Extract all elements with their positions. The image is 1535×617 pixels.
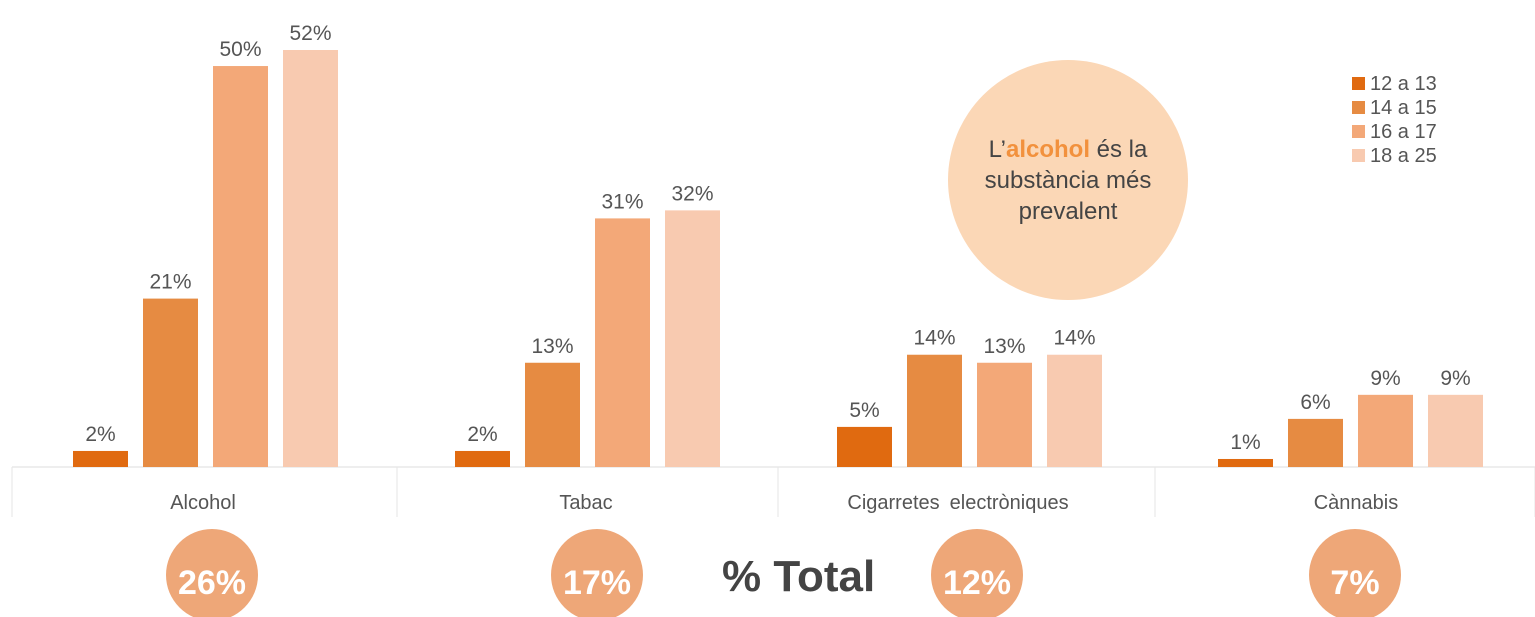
bar [837,426,892,467]
data-label: 50% [219,38,261,61]
bar [1218,458,1273,467]
category-label-part: Tabac [559,492,612,514]
category-label-part: Alcohol [170,492,236,514]
category-labels-group: Alcohol Tabac Cigarretes electròniques Cànna… [170,492,1398,514]
totals-group: 26% 17% 12% 7% [166,529,1401,617]
total-value: 7% [1330,564,1379,602]
data-label: 6% [1300,391,1330,414]
data-label: 14% [1053,327,1095,350]
data-label: 1% [1230,431,1260,454]
total-circle [1309,529,1401,617]
bars-group [73,50,1483,468]
callout-text: L’alcohol és la substància més prevalent [968,134,1168,227]
category-label: Alcohol [170,492,236,514]
data-label: 9% [1370,367,1400,390]
bar [1358,394,1413,467]
data-label: 13% [531,335,573,358]
callout-bubble: L’alcohol és la substància més prevalent [948,60,1188,300]
callout-highlight: alcohol [1005,135,1090,163]
bar [455,450,510,467]
category-label: Tabac [559,492,612,514]
category-label: Cigarretes electròniques [847,492,1068,514]
data-label: 2% [85,423,115,446]
bar [595,218,650,467]
value-labels-group: 2% 21% 50% 52% 2% 13% 31% 32% 5% 14% 13% 14% 1% 6% 9% 9… [85,22,1470,454]
legend-swatch [1352,77,1365,90]
bar [1428,394,1483,467]
data-label: 5% [849,399,879,422]
data-label: 31% [601,190,643,213]
bar [977,362,1032,467]
bar [525,362,580,467]
legend-label: 16 a 17 [1370,121,1437,143]
category-label-part: Cànnabis [1314,492,1399,514]
bar [1047,354,1102,467]
total-circle [551,529,643,617]
total-circle [166,529,258,617]
total-circle [931,529,1023,617]
data-label: 52% [289,22,331,45]
bar [213,66,268,468]
data-label: 32% [671,182,713,205]
total-value: 26% [178,564,246,602]
callout-prefix: L’ [988,135,1006,163]
bar [283,50,338,467]
bar [143,298,198,467]
axis-group [11,466,1535,517]
data-label: 13% [983,335,1025,358]
total-value: 12% [943,564,1011,602]
total-value: 17% [563,564,631,602]
callout-rest: és la substància més prevalent [984,135,1152,225]
data-label: 9% [1440,367,1470,390]
category-label-part: Cigarretes [847,492,939,514]
bar [665,210,720,467]
data-label: 2% [467,423,497,446]
totals-title: % Total [722,552,876,601]
bar [73,450,128,467]
legend-swatch [1352,149,1365,162]
legend-label: 14 a 15 [1370,97,1437,119]
bar [907,354,962,467]
category-label: Cànnabis [1314,492,1399,514]
legend-swatch [1352,101,1365,114]
legend-label: 12 a 13 [1370,73,1437,95]
legend-swatch [1352,125,1365,138]
data-label: 21% [149,271,191,294]
category-label-part: electròniques [950,492,1069,514]
data-label: 14% [913,327,955,350]
legend-label: 18 a 25 [1370,145,1437,167]
bar [1288,418,1343,467]
